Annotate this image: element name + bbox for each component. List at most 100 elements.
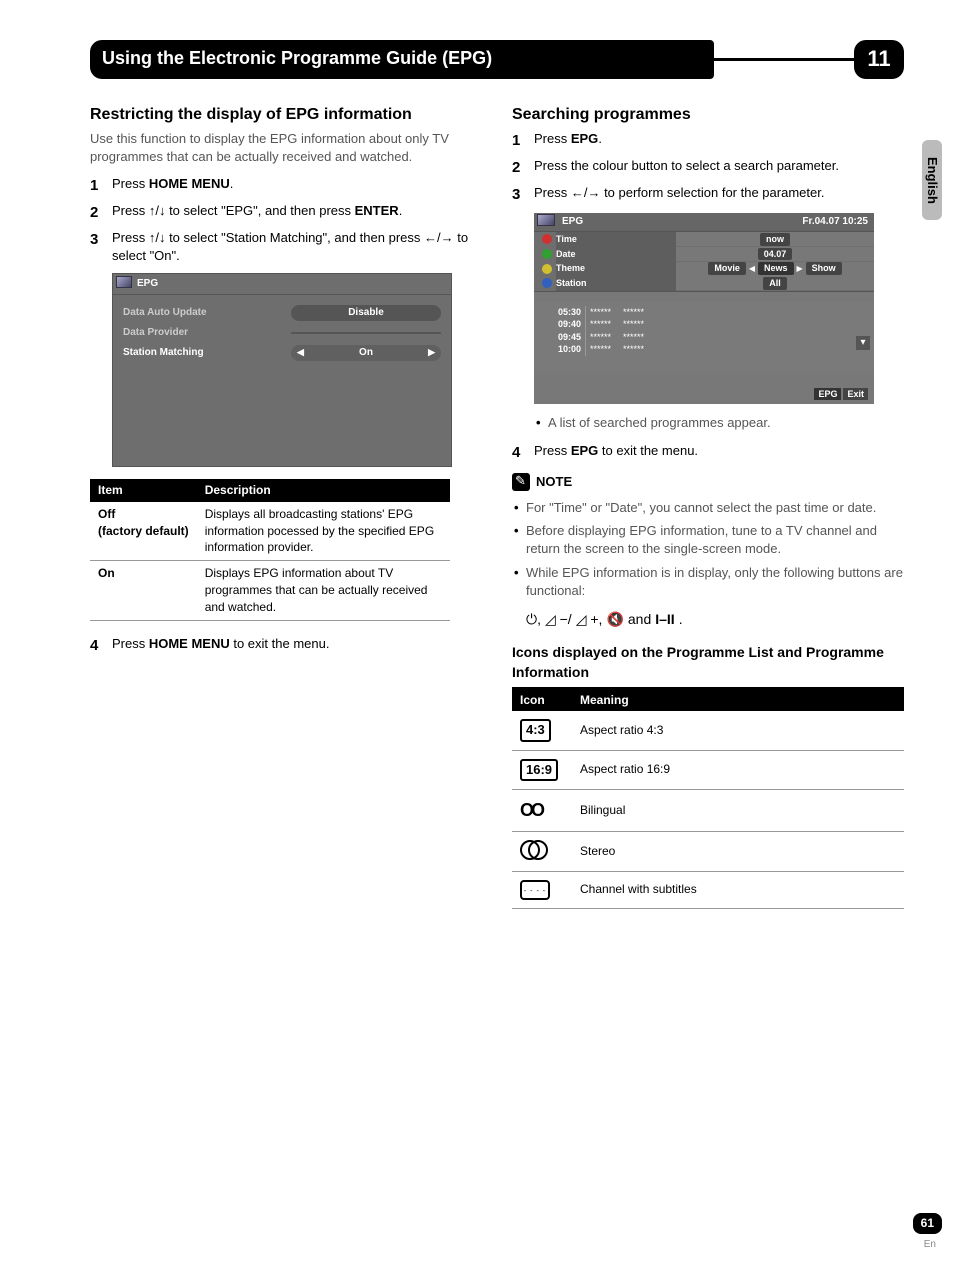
spacer <box>534 292 874 302</box>
meaning-cell: Channel with subtitles <box>572 871 904 908</box>
table-header-item: Item <box>90 479 197 502</box>
tv-icon <box>116 276 132 288</box>
result-row: 05:30************ <box>554 306 652 319</box>
stereo-icon <box>520 840 548 858</box>
steps-list-left: 1 Press HOME MENU. 2 Press ↑/↓ to select… <box>90 175 482 265</box>
step-text-post: to exit the menu. <box>230 636 330 651</box>
step-3: 3 Press ←/→ to perform selection for the… <box>512 184 904 205</box>
step-text: Press ←/→ to perform selection for the p… <box>534 184 904 202</box>
result-col-a: ****** <box>586 343 620 356</box>
functional-buttons-row: ⏻, ◿ −/ ◿ +, 🔇 and I–II. <box>526 610 904 630</box>
result-col-b: ****** <box>619 343 652 356</box>
table-header-description: Description <box>197 479 450 502</box>
note-item: For "Time" or "Date", you cannot select … <box>512 499 904 517</box>
step-number: 4 <box>512 442 534 463</box>
step-3: 3 Press ↑/↓ to select "Station Matching"… <box>90 229 482 265</box>
epg-panel-title: EPG <box>113 274 451 295</box>
filter-value-pill: 04.07 <box>758 248 793 261</box>
spacer <box>534 372 874 386</box>
step-4: 4 Press HOME MENU to exit the menu. <box>90 635 482 656</box>
filter-date: Date 04.07 <box>534 247 874 262</box>
setting-row-data-provider: Data Provider <box>123 326 441 340</box>
table-header-row: Icon Meaning <box>512 688 904 712</box>
chapter-line <box>714 58 854 61</box>
result-time: 09:45 <box>554 331 586 344</box>
icon-cell: 16:9 <box>512 750 572 789</box>
filter-values: Movie ◀ News ▶ Show <box>676 262 874 276</box>
setting-row-station-matching: Station Matching On <box>123 345 441 361</box>
search-panel-title: EPG <box>562 215 583 229</box>
setting-value: Disable <box>291 305 441 321</box>
icons-subheading: Icons displayed on the Programme List an… <box>512 643 904 682</box>
filter-values: now <box>676 232 874 246</box>
item-name: Off <box>98 507 115 521</box>
table-row: 16:9 Aspect ratio 16:9 <box>512 750 904 789</box>
step-text-pre: Press <box>534 443 571 458</box>
power-icon: ⏻, <box>526 610 541 630</box>
step-number: 4 <box>90 635 112 656</box>
filter-values: 04.07 <box>676 247 874 261</box>
footer-btn-exit: Exit <box>843 388 868 401</box>
result-row: 09:40************ <box>554 318 652 331</box>
step-text-post: . <box>598 131 602 146</box>
icon-cell <box>512 832 572 872</box>
left-column: Restricting the display of EPG informati… <box>90 104 482 909</box>
step-number: 2 <box>512 157 534 178</box>
panel-blank-space <box>123 366 441 456</box>
item-description-table: Item Description Off (factory default) D… <box>90 479 450 621</box>
table-item-cell: Off (factory default) <box>90 502 197 561</box>
step-text-post: . <box>399 203 403 218</box>
color-dot-yellow <box>542 264 552 274</box>
footer-btn-epg: EPG <box>814 388 841 401</box>
table-item-cell: On <box>90 561 197 620</box>
step-text-pre: Press <box>534 131 571 146</box>
epg-panel-title-text: EPG <box>137 278 158 289</box>
table-desc-cell: Displays all broadcasting stations' EPG … <box>197 502 450 561</box>
result-col-a: ****** <box>586 306 620 319</box>
step-number: 1 <box>90 175 112 196</box>
content-columns: Restricting the display of EPG informati… <box>90 104 904 909</box>
steps-list-right-end: 4 Press EPG to exit the menu. <box>512 442 904 463</box>
section-heading-restricting: Restricting the display of EPG informati… <box>90 104 482 126</box>
step-text: Press EPG. <box>534 130 904 148</box>
filter-label: Station <box>556 276 676 291</box>
icon-cell: OO <box>512 789 572 831</box>
steps-list-right: 1 Press EPG. 2 Press the colour button t… <box>512 130 904 205</box>
period: . <box>679 610 683 630</box>
steps-list-left-end: 4 Press HOME MENU to exit the menu. <box>90 635 482 656</box>
setting-row-data-auto-update: Data Auto Update Disable <box>123 305 441 321</box>
result-col-b: ****** <box>619 318 652 331</box>
table-row: 4:3 Aspect ratio 4:3 <box>512 711 904 750</box>
step-text: Press ↑/↓ to select "EPG", and then pres… <box>112 202 482 220</box>
meaning-cell: Stereo <box>572 832 904 872</box>
results-table: 05:30************ 09:40************ 09:4… <box>554 306 653 356</box>
setting-label: Station Matching <box>123 346 291 360</box>
language-side-tab: English <box>922 140 942 220</box>
page-lang: En <box>924 1238 936 1252</box>
result-col-b: ****** <box>619 331 652 344</box>
step-text: Press HOME MENU to exit the menu. <box>112 635 482 653</box>
i-ii-icon: I–II <box>655 610 674 630</box>
search-filters: Time now Date 04.07 Theme <box>534 231 874 291</box>
step-text-pre: Press <box>112 176 149 191</box>
step-2: 2 Press ↑/↓ to select "EPG", and then pr… <box>90 202 482 223</box>
setting-value <box>291 332 441 334</box>
color-dot-blue <box>542 278 552 288</box>
step-text-bold: HOME MENU <box>149 176 230 191</box>
step-number: 3 <box>512 184 534 205</box>
step-text-bold: EPG <box>571 131 598 146</box>
search-panel-title-bar: EPG Fr.04.07 10:25 <box>534 213 874 231</box>
epg-search-panel: EPG Fr.04.07 10:25 Time now Date <box>534 213 874 403</box>
filter-station: Station All <box>534 276 874 291</box>
result-time: 09:40 <box>554 318 586 331</box>
result-time: 05:30 <box>554 306 586 319</box>
subtitles-icon: - - - - <box>520 880 550 900</box>
step-text: Press the colour button to select a sear… <box>534 157 904 175</box>
language-side-tab-label: English <box>923 157 941 204</box>
table-header-meaning: Meaning <box>572 688 904 712</box>
aspect-16-9-icon: 16:9 <box>520 759 558 781</box>
setting-label: Data Auto Update <box>123 306 291 320</box>
result-time: 10:00 <box>554 343 586 356</box>
note-title: NOTE <box>536 473 572 491</box>
filter-label: Date <box>556 247 676 262</box>
